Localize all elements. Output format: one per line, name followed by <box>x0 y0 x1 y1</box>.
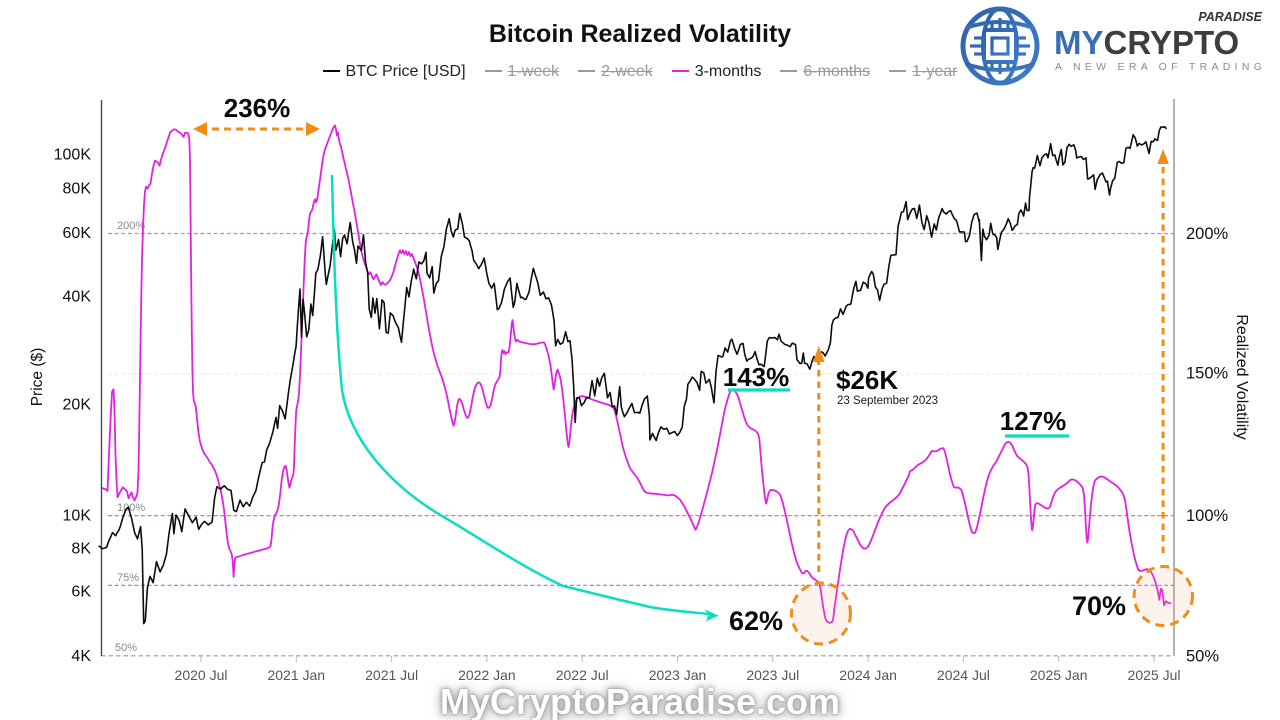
svg-text:236%: 236% <box>224 93 291 123</box>
svg-text:2021 Jul: 2021 Jul <box>365 667 418 683</box>
svg-text:2024 Jul: 2024 Jul <box>937 667 990 683</box>
svg-text:4K: 4K <box>71 648 91 665</box>
svg-text:2020 Jul: 2020 Jul <box>175 667 228 683</box>
svg-text:2023 Jan: 2023 Jan <box>649 667 707 683</box>
svg-text:50%: 50% <box>115 642 137 654</box>
svg-text:80K: 80K <box>63 181 92 198</box>
svg-text:2025 Jul: 2025 Jul <box>1128 667 1181 683</box>
svg-text:6K: 6K <box>71 584 91 601</box>
svg-text:2021 Jan: 2021 Jan <box>267 667 325 683</box>
svg-text:MYCRYPTO: MYCRYPTO <box>1054 24 1239 61</box>
svg-text:50%: 50% <box>1186 648 1219 666</box>
svg-text:Price ($): Price ($) <box>29 348 46 407</box>
svg-text:62%: 62% <box>729 606 783 636</box>
svg-text:150%: 150% <box>1186 365 1229 383</box>
svg-text:20K: 20K <box>63 397 92 414</box>
svg-text:75%: 75% <box>117 572 139 584</box>
svg-text:143%: 143% <box>723 362 790 392</box>
svg-text:70%: 70% <box>1072 591 1126 621</box>
svg-text:200%: 200% <box>1186 225 1229 243</box>
svg-text:2023 Jul: 2023 Jul <box>746 667 799 683</box>
svg-text:100%: 100% <box>117 502 145 514</box>
svg-text:200%: 200% <box>117 220 145 232</box>
svg-text:PARADISE: PARADISE <box>1198 10 1262 24</box>
svg-text:40K: 40K <box>63 289 92 306</box>
svg-text:8K: 8K <box>71 541 91 558</box>
svg-text:A NEW ERA OF TRADING: A NEW ERA OF TRADING <box>1055 61 1266 73</box>
svg-text:2022 Jan: 2022 Jan <box>458 667 516 683</box>
svg-text:100%: 100% <box>1186 507 1229 525</box>
svg-text:10K: 10K <box>63 508 92 525</box>
svg-text:100K: 100K <box>54 147 92 164</box>
svg-text:2022 Jul: 2022 Jul <box>556 667 609 683</box>
svg-text:2025 Jan: 2025 Jan <box>1030 667 1088 683</box>
svg-text:23 September 2023: 23 September 2023 <box>837 395 938 407</box>
svg-text:60K: 60K <box>63 225 92 242</box>
svg-text:$26K: $26K <box>836 365 898 395</box>
svg-text:2024 Jan: 2024 Jan <box>839 667 897 683</box>
svg-text:Realized Volatility: Realized Volatility <box>1233 314 1250 439</box>
svg-text:127%: 127% <box>1000 406 1067 436</box>
